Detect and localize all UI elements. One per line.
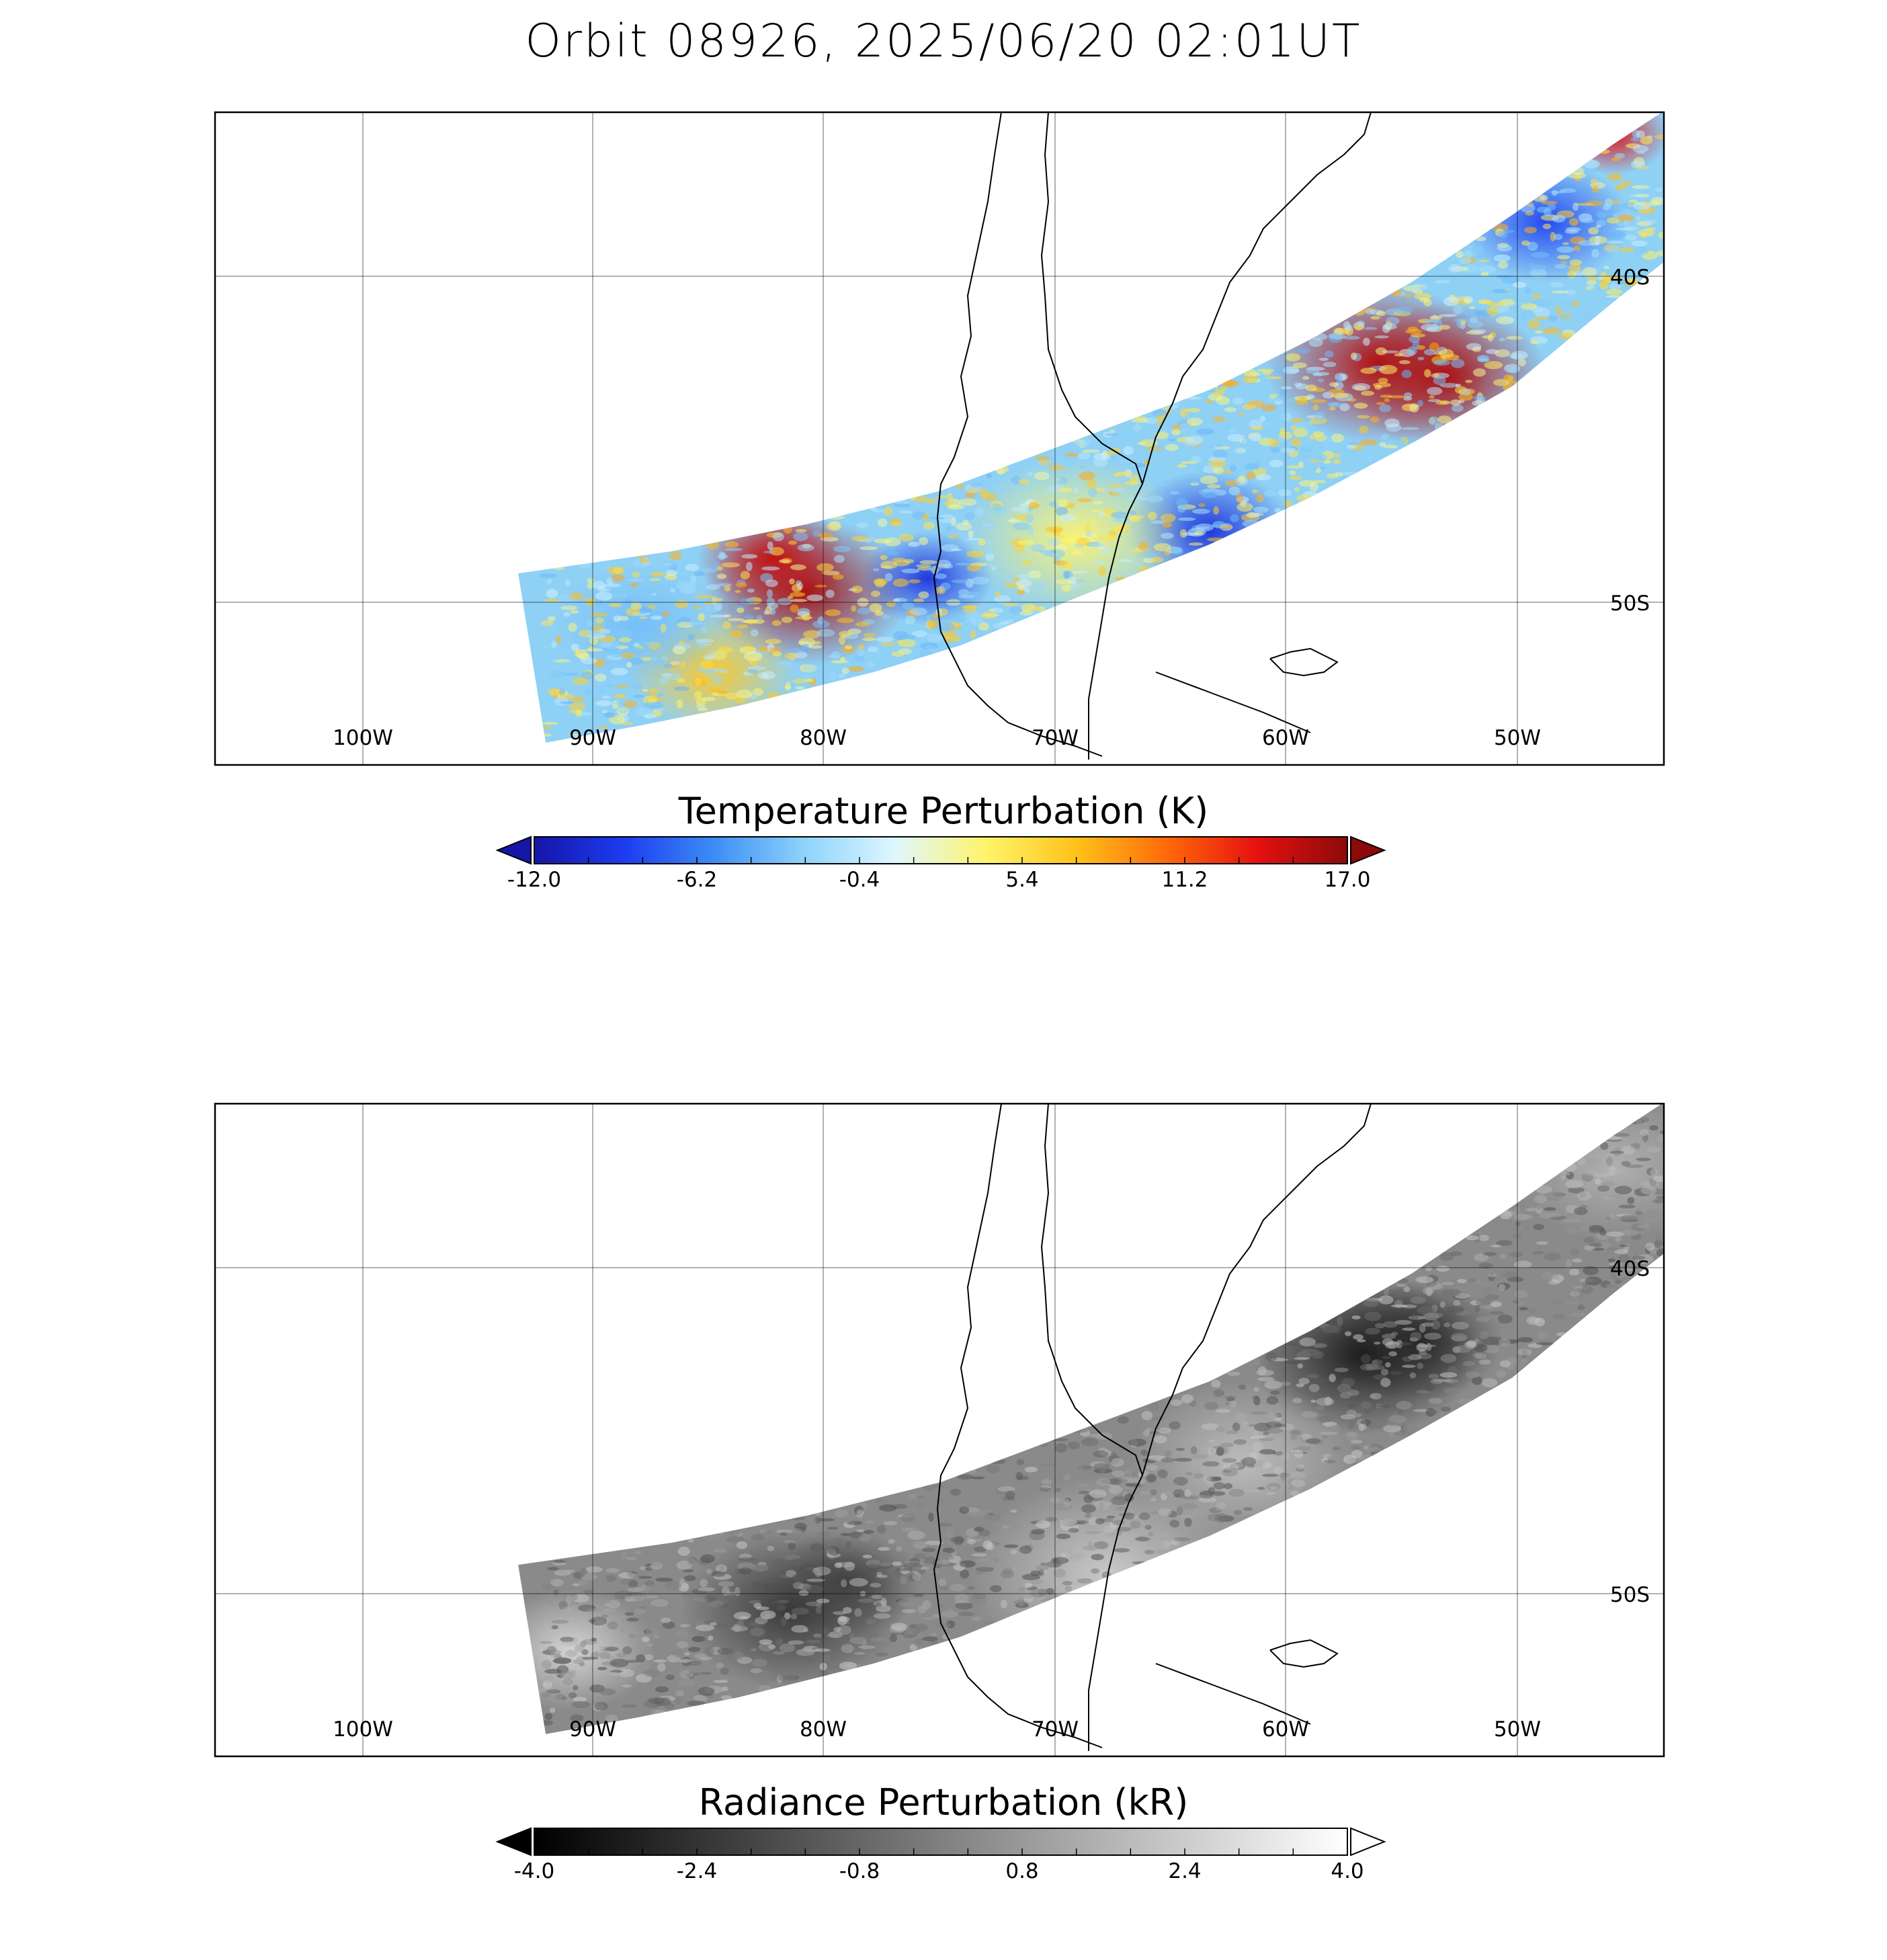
temperature-lon-label: 80W <box>800 726 847 750</box>
radiance-lon-label: 60W <box>1262 1717 1309 1742</box>
radiance-map-frame <box>214 1102 1665 1758</box>
figure-title: Orbit 08926, 2025/06/20 02:01UT <box>525 15 1362 68</box>
temperature-colorbar-tick-label: -6.2 <box>676 868 718 892</box>
temperature-colorbar-over-arrow <box>1350 835 1386 865</box>
temperature-graticule <box>215 112 1664 765</box>
temperature-colorbar-tick-label: 5.4 <box>1005 868 1039 892</box>
temperature-lon-label: 70W <box>1032 726 1079 750</box>
radiance-lon-label: 90W <box>569 1717 616 1742</box>
temperature-colorbar-tick-label: 17.0 <box>1324 868 1371 892</box>
radiance-colorbar-tick-label: -2.4 <box>676 1859 718 1883</box>
radiance-colorbar-tick-label: -0.8 <box>839 1859 880 1883</box>
temperature-colorbar-title: Temperature Perturbation (K) <box>678 790 1209 832</box>
temperature-lon-label: 100W <box>333 726 393 750</box>
radiance-colorbar-under-arrow <box>495 1827 532 1856</box>
radiance-colorbar <box>534 1828 1348 1856</box>
radiance-lat-label: 50S <box>1610 1583 1650 1607</box>
radiance-lon-label: 50W <box>1494 1717 1541 1742</box>
temperature-lon-label: 60W <box>1262 726 1309 750</box>
temperature-lat-label: 40S <box>1610 266 1650 290</box>
radiance-colorbar-title: Radiance Perturbation (kR) <box>698 1781 1189 1824</box>
radiance-lon-label: 100W <box>333 1717 393 1742</box>
temperature-map-frame <box>214 111 1665 766</box>
radiance-colorbar-tick-label: 4.0 <box>1331 1859 1364 1883</box>
radiance-colorbar-tick-label: -4.0 <box>513 1859 555 1883</box>
temperature-colorbar-tick-label: -0.4 <box>839 868 880 892</box>
radiance-lat-label: 40S <box>1610 1257 1650 1281</box>
temperature-colorbar-tick-label: -12.0 <box>507 868 562 892</box>
temperature-colorbar-tick-label: 11.2 <box>1161 868 1208 892</box>
radiance-map: 100W 90W 80W 70W 60W 50W 40S 50S <box>214 1102 1665 1856</box>
temperature-map: 100W 90W 80W 70W 60W 50W 40S 50S <box>214 111 1665 865</box>
temperature-coastlines <box>933 112 1372 760</box>
temperature-lon-label: 50W <box>1494 726 1541 750</box>
radiance-coastlines <box>933 1103 1372 1751</box>
radiance-colorbar-tick-label: 2.4 <box>1168 1859 1202 1883</box>
radiance-colorbar-tick-label: 0.8 <box>1005 1859 1039 1883</box>
radiance-lon-label: 80W <box>800 1717 847 1742</box>
radiance-graticule <box>215 1104 1664 1756</box>
temperature-colorbar-under-arrow <box>495 835 532 865</box>
radiance-lon-label: 70W <box>1032 1717 1079 1742</box>
temperature-lat-label: 50S <box>1610 591 1650 616</box>
temperature-lon-label: 90W <box>569 726 616 750</box>
radiance-colorbar-over-arrow <box>1350 1827 1386 1856</box>
temperature-colorbar <box>534 836 1348 864</box>
